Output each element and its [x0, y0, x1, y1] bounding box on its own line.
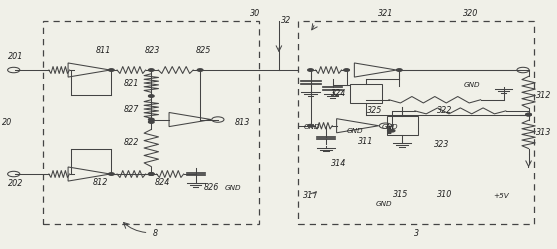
Text: GND: GND: [382, 124, 398, 130]
Circle shape: [308, 69, 313, 71]
Text: 827: 827: [124, 105, 139, 114]
Text: +5V: +5V: [493, 193, 509, 199]
Text: 322: 322: [437, 106, 452, 115]
Text: 812: 812: [92, 179, 108, 187]
Text: 324: 324: [331, 89, 346, 98]
Text: GND: GND: [376, 201, 393, 207]
Text: GND: GND: [225, 186, 242, 191]
Circle shape: [389, 129, 395, 132]
Circle shape: [526, 113, 531, 116]
Text: 315: 315: [393, 190, 409, 199]
Text: 825: 825: [196, 46, 211, 55]
Circle shape: [526, 113, 531, 116]
Text: 3: 3: [414, 229, 419, 239]
Circle shape: [109, 173, 114, 175]
Text: 320: 320: [463, 8, 478, 18]
Circle shape: [149, 69, 154, 71]
Bar: [43, 20, 260, 224]
Text: 201: 201: [8, 52, 23, 61]
Circle shape: [149, 95, 154, 97]
Text: 323: 323: [434, 140, 449, 149]
Text: 824: 824: [155, 179, 170, 187]
Text: 813: 813: [235, 118, 251, 126]
Text: 321: 321: [378, 8, 394, 18]
Circle shape: [397, 69, 402, 71]
Text: 202: 202: [8, 179, 23, 188]
Circle shape: [149, 118, 154, 121]
Circle shape: [109, 69, 114, 71]
Circle shape: [197, 69, 203, 71]
Text: 821: 821: [124, 79, 139, 88]
Circle shape: [308, 124, 313, 127]
Circle shape: [149, 173, 154, 175]
Bar: [299, 20, 534, 224]
Text: 30: 30: [250, 8, 260, 18]
Circle shape: [149, 173, 154, 175]
Text: 31: 31: [302, 190, 313, 199]
Text: 811: 811: [95, 46, 111, 55]
Text: 32: 32: [281, 16, 291, 25]
Text: 311: 311: [358, 137, 373, 146]
Text: GND: GND: [304, 124, 320, 130]
Text: 826: 826: [203, 183, 219, 192]
Text: GND: GND: [463, 82, 480, 88]
Circle shape: [149, 121, 154, 123]
Text: 823: 823: [145, 46, 160, 55]
Text: 314: 314: [331, 159, 346, 168]
Text: 8: 8: [153, 229, 158, 239]
Bar: [387, 116, 418, 135]
Text: 20: 20: [2, 118, 12, 126]
Text: 313: 313: [536, 128, 552, 137]
Text: 310: 310: [437, 190, 452, 199]
Text: GND: GND: [347, 128, 364, 134]
Circle shape: [344, 69, 349, 71]
Text: 325: 325: [367, 106, 382, 115]
Text: 822: 822: [124, 138, 139, 147]
Bar: [350, 84, 382, 103]
Text: 312: 312: [536, 91, 552, 100]
